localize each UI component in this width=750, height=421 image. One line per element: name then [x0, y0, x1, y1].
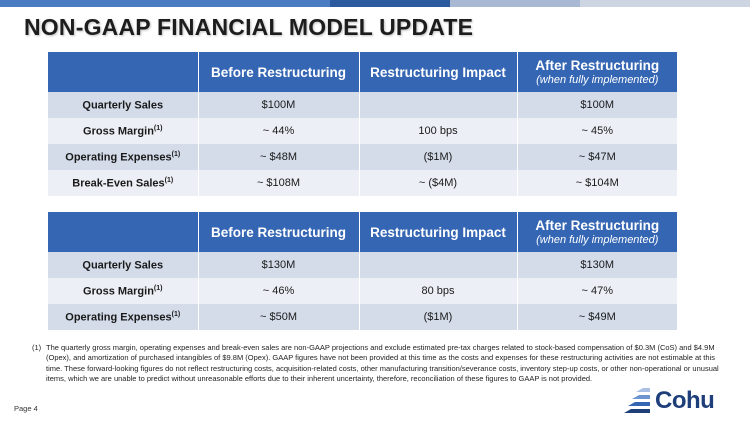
after-cell: ~ $104M — [517, 170, 677, 196]
impact-cell: ($1M) — [359, 304, 518, 330]
header-after-label: After Restructuring — [535, 58, 660, 73]
row-label: Gross Margin — [83, 285, 154, 298]
impact-cell: ~ ($4M) — [359, 170, 518, 196]
after-cell: $100M — [517, 92, 677, 118]
before-cell: ~ $48M — [198, 144, 360, 170]
header-before: Before Restructuring — [198, 212, 360, 252]
table-row: Quarterly Sales $130M $130M — [48, 252, 677, 278]
header-after-sublabel: (when fully implemented) — [536, 74, 659, 86]
footnote-mark: (1) — [32, 343, 42, 352]
header-after: After Restructuring (when fully implemen… — [517, 52, 677, 92]
header-after: After Restructuring (when fully implemen… — [517, 212, 677, 252]
footnote-text: The quarterly gross margin, operating ex… — [46, 343, 719, 384]
footnote: (1) The quarterly gross margin, operatin… — [32, 343, 722, 385]
header-empty-cell — [48, 212, 199, 252]
header-impact: Restructuring Impact — [359, 212, 518, 252]
after-cell: ~ $49M — [517, 304, 677, 330]
top-accent-bar — [0, 0, 750, 7]
footnote-ref: (1) — [153, 284, 163, 292]
logo-wordmark: Cohu — [655, 387, 715, 414]
cohu-logo-icon — [624, 388, 650, 413]
footnote-ref: (1) — [171, 310, 181, 318]
header-impact: Restructuring Impact — [359, 52, 518, 92]
before-cell: $100M — [198, 92, 360, 118]
header-after-label: After Restructuring — [535, 218, 660, 233]
header-before: Before Restructuring — [198, 52, 360, 92]
impact-cell: 80 bps — [359, 278, 518, 304]
table-row: Operating Expenses(1) ~ $48M ($1M) ~ $47… — [48, 144, 677, 170]
before-cell: ~ $108M — [198, 170, 360, 196]
table-row: Quarterly Sales $100M $100M — [48, 92, 677, 118]
row-label: Quarterly Sales — [82, 259, 164, 272]
row-label-cell: Break-Even Sales(1) — [48, 170, 199, 196]
before-cell: $130M — [198, 252, 360, 278]
row-label-cell: Quarterly Sales — [48, 252, 199, 278]
footnote-ref: (1) — [164, 176, 174, 184]
table-row: Break-Even Sales(1) ~ $108M ~ ($4M) ~ $1… — [48, 170, 677, 196]
row-label: Operating Expenses — [65, 151, 172, 164]
accent-segment — [330, 0, 450, 7]
row-label-cell: Gross Margin(1) — [48, 278, 199, 304]
impact-cell — [359, 252, 518, 278]
row-label-cell: Quarterly Sales — [48, 92, 199, 118]
before-cell: ~ $50M — [198, 304, 360, 330]
row-label: Operating Expenses — [65, 311, 172, 324]
accent-segment — [580, 0, 750, 7]
after-cell: ~ $47M — [517, 144, 677, 170]
row-label: Quarterly Sales — [82, 99, 164, 112]
financial-model-table-2: Before Restructuring Restructuring Impac… — [48, 212, 677, 330]
accent-segment — [0, 0, 330, 7]
row-label-cell: Gross Margin(1) — [48, 118, 199, 144]
after-cell: ~ 47% — [517, 278, 677, 304]
page-number: Page 4 — [14, 404, 38, 413]
header-after-sublabel: (when fully implemented) — [536, 234, 659, 246]
table-row: Gross Margin(1) ~ 46% 80 bps ~ 47% — [48, 278, 677, 304]
footnote-ref: (1) — [171, 150, 181, 158]
row-label-cell: Operating Expenses(1) — [48, 144, 199, 170]
financial-model-table-1: Before Restructuring Restructuring Impac… — [48, 52, 677, 196]
table-row: Operating Expenses(1) ~ $50M ($1M) ~ $49… — [48, 304, 677, 330]
table-header-row: Before Restructuring Restructuring Impac… — [48, 212, 677, 252]
before-cell: ~ 44% — [198, 118, 360, 144]
row-label-cell: Operating Expenses(1) — [48, 304, 199, 330]
footnote-ref: (1) — [153, 124, 163, 132]
header-empty-cell — [48, 52, 199, 92]
before-cell: ~ 46% — [198, 278, 360, 304]
accent-segment — [450, 0, 580, 7]
impact-cell: ($1M) — [359, 144, 518, 170]
company-logo: Cohu — [622, 387, 715, 415]
slide-title: NON-GAAP FINANCIAL MODEL UPDATE — [24, 14, 474, 40]
row-label: Gross Margin — [83, 125, 154, 138]
row-label: Break-Even Sales — [72, 177, 165, 190]
impact-cell — [359, 92, 518, 118]
after-cell: $130M — [517, 252, 677, 278]
after-cell: ~ 45% — [517, 118, 677, 144]
table-header-row: Before Restructuring Restructuring Impac… — [48, 52, 677, 92]
table-row: Gross Margin(1) ~ 44% 100 bps ~ 45% — [48, 118, 677, 144]
impact-cell: 100 bps — [359, 118, 518, 144]
